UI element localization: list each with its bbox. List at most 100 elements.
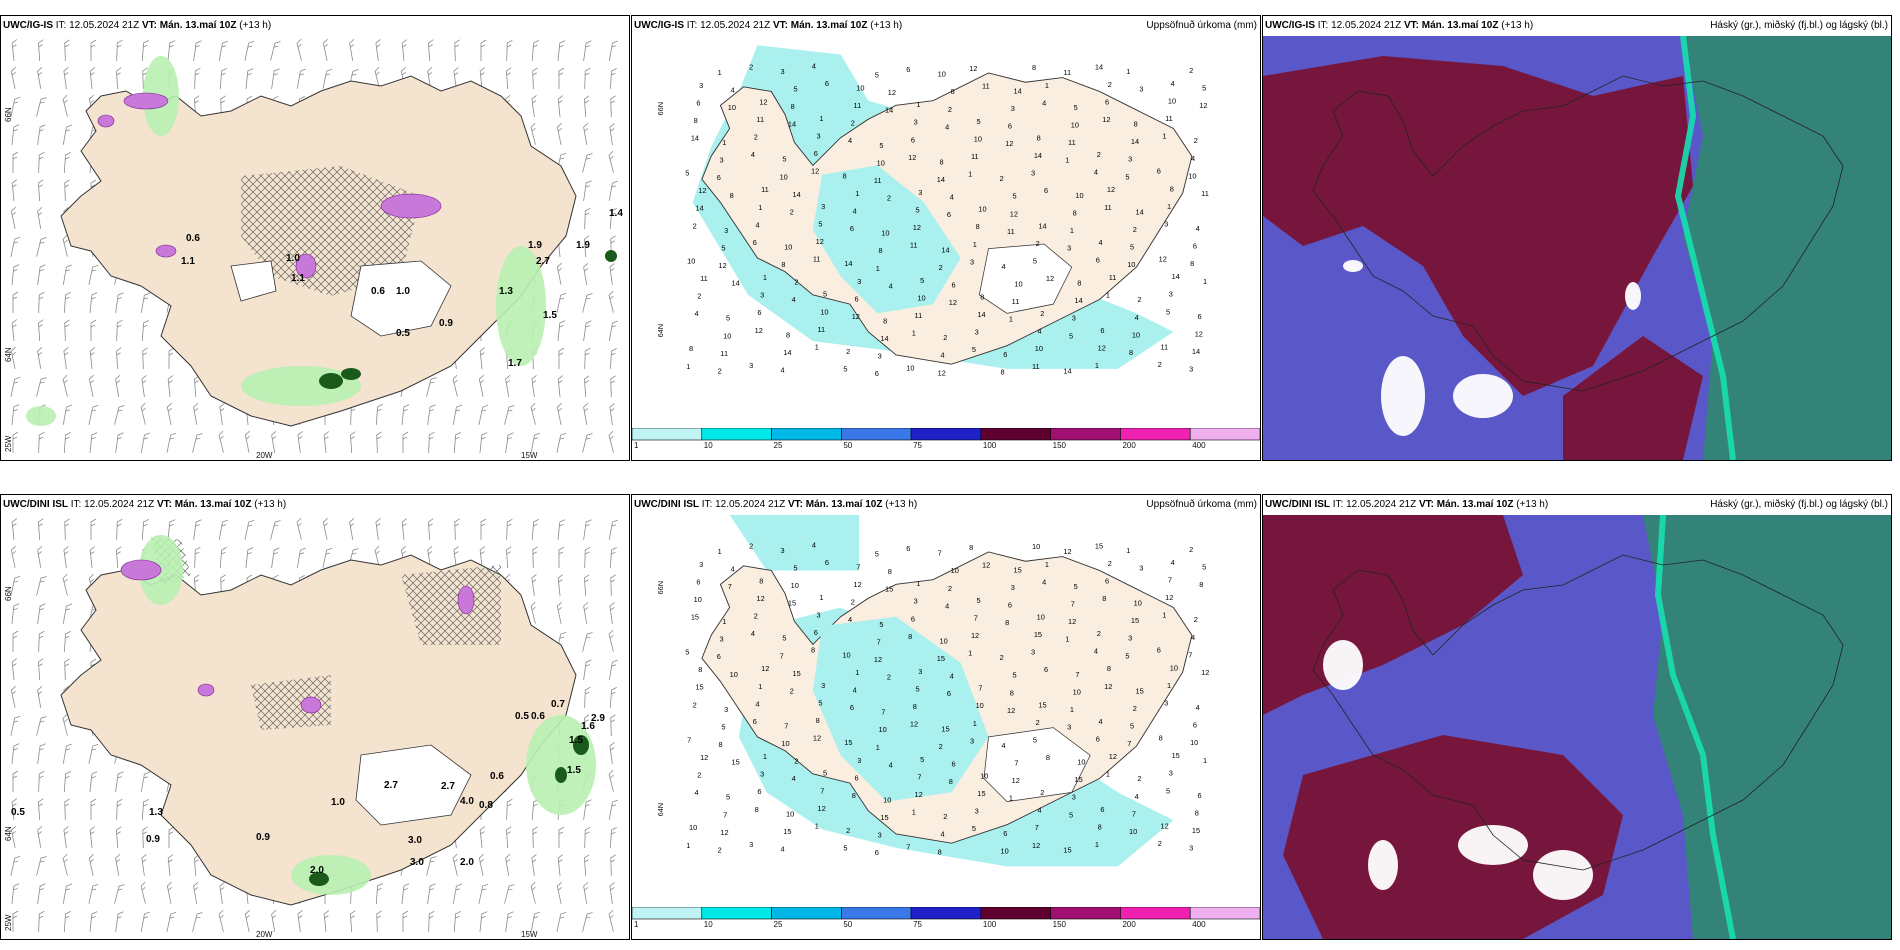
map-panel-accum-precip-dini: UWC/DINI ISL IT: 12.05.2024 21Z VT: Mán.… <box>631 494 1261 940</box>
precip-value: 14 <box>788 120 796 129</box>
precip-value: 2 <box>794 757 798 766</box>
wind-barb <box>140 881 146 904</box>
axis-labels: 66N 64N <box>656 581 665 816</box>
precip-value: 7 <box>856 563 860 572</box>
init-time: IT: 12.05.2024 21Z <box>701 499 786 510</box>
wind-barb <box>374 545 380 568</box>
precip-value: 10 <box>974 134 982 143</box>
precip-value: 2 <box>1000 174 1004 183</box>
precip-value: 1 <box>1095 361 1099 370</box>
wind-barb <box>583 40 592 61</box>
precip-value: 2 <box>1194 615 1198 624</box>
precip-value: 2 <box>887 194 891 203</box>
precip-value: 12 <box>915 790 923 799</box>
precip-value: 11 <box>1068 138 1076 147</box>
precip-value: 1 <box>1045 81 1049 90</box>
wind-barb <box>38 658 44 681</box>
valid-time: Mán. 13.maí 10Z <box>174 499 252 510</box>
precip-value: 5 <box>920 755 924 764</box>
wind-barb <box>479 546 486 568</box>
precip-value: 1 <box>1095 840 1099 849</box>
model-name: UWC/DINI ISL <box>634 499 699 510</box>
precip-value: 3 <box>724 705 728 714</box>
convective-cells <box>319 250 617 389</box>
precip-value: 10 <box>1190 738 1198 747</box>
precip-value: 8 <box>1032 63 1036 72</box>
precip-value: 3 <box>857 277 861 286</box>
wind-barb <box>505 853 511 876</box>
precip-value: 10 <box>976 701 984 710</box>
wind-barb <box>219 403 225 425</box>
precip-value: 5 <box>721 722 725 731</box>
wind-barb <box>116 67 122 90</box>
precip-value: 7 <box>938 549 942 558</box>
wind-barb <box>11 603 20 624</box>
wind-barb <box>452 853 458 876</box>
wind-barb <box>506 67 512 90</box>
precip-value: 8 <box>1170 184 1174 193</box>
precip-value: 4 <box>781 845 785 854</box>
wind-barb <box>556 122 562 145</box>
precip-value: 1 <box>819 593 823 602</box>
value-label: 1.5 <box>569 735 583 746</box>
precip-cyan-area <box>812 165 961 314</box>
precip-value: 6 <box>1193 721 1197 730</box>
lat-label: 66N <box>4 586 13 601</box>
precip-value: 1 <box>916 100 920 109</box>
precip-value: 5 <box>875 71 879 80</box>
precip-value: 10 <box>938 70 946 79</box>
precip-value: 2 <box>749 62 753 71</box>
precip-value: 15 <box>1034 630 1042 639</box>
lat-label: 64N <box>4 826 13 841</box>
axis-labels: 66N 64N 25W 20W 15W <box>4 586 538 939</box>
precip-value: 4 <box>812 540 816 549</box>
precip-value: 12 <box>908 153 916 162</box>
precip-value: 4 <box>1171 558 1175 567</box>
precip-value: 12 <box>910 720 918 729</box>
precip-value: 8 <box>1010 688 1014 697</box>
precip-value: 6 <box>753 238 757 247</box>
precip-value: 1 <box>1045 560 1049 569</box>
wind-barb <box>374 66 380 89</box>
precip-value: 10 <box>877 158 885 167</box>
map-panel-accum-precip-igis: UWC/IG-IS IT: 12.05.2024 21Z VT: Mán. 13… <box>631 15 1261 461</box>
precip-value: 3 <box>1164 219 1168 228</box>
valid-time-label: VT: <box>772 20 788 31</box>
value-label: 1.9 <box>576 240 590 251</box>
precip-value: 4 <box>1038 327 1042 336</box>
precip-value: 3 <box>749 840 753 849</box>
wind-barb <box>37 743 46 764</box>
precip-value: 1 <box>1126 67 1130 76</box>
precip-value: 8 <box>1073 208 1077 217</box>
wind-barb <box>193 881 199 904</box>
precip-value: 5 <box>915 206 919 215</box>
wind-barb <box>609 687 617 709</box>
precip-value: 10 <box>1132 330 1140 339</box>
precip-value: 4 <box>940 351 944 360</box>
value-label: 2.0 <box>460 857 474 868</box>
lat-label: 25W <box>4 914 13 931</box>
precip-value: 12 <box>1159 255 1167 264</box>
map-canvas: 0.6 1.0 1.1 0.6 1.0 1.3 0.9 0.5 1.5 1.7 1.9 2.7 1.9 1… <box>4 38 623 460</box>
wind-barb <box>532 826 538 849</box>
model-name: UWC/DINI ISL <box>1265 499 1330 510</box>
wind-barb <box>583 601 589 624</box>
precip-value: 6 <box>825 558 829 567</box>
wind-barb <box>88 404 99 425</box>
precip-value: 5 <box>721 243 725 252</box>
colorbar-tick-label: 200 <box>1122 920 1136 927</box>
wind-barb <box>116 546 122 569</box>
wind-barb <box>584 235 590 258</box>
wind-barb <box>63 826 69 848</box>
colorbar-swatch <box>980 428 1051 441</box>
wind-barb <box>453 432 461 454</box>
precip-value: 1 <box>815 821 819 830</box>
precip-value: 6 <box>1096 735 1100 744</box>
precip-value: 3 <box>1031 169 1035 178</box>
wind-barb <box>479 347 486 369</box>
precip-value: 10 <box>780 172 788 181</box>
precip-value: 3 <box>821 202 825 211</box>
precip-value: 8 <box>879 246 883 255</box>
precip-value: 1 <box>722 617 726 626</box>
wind-barb <box>62 404 72 425</box>
